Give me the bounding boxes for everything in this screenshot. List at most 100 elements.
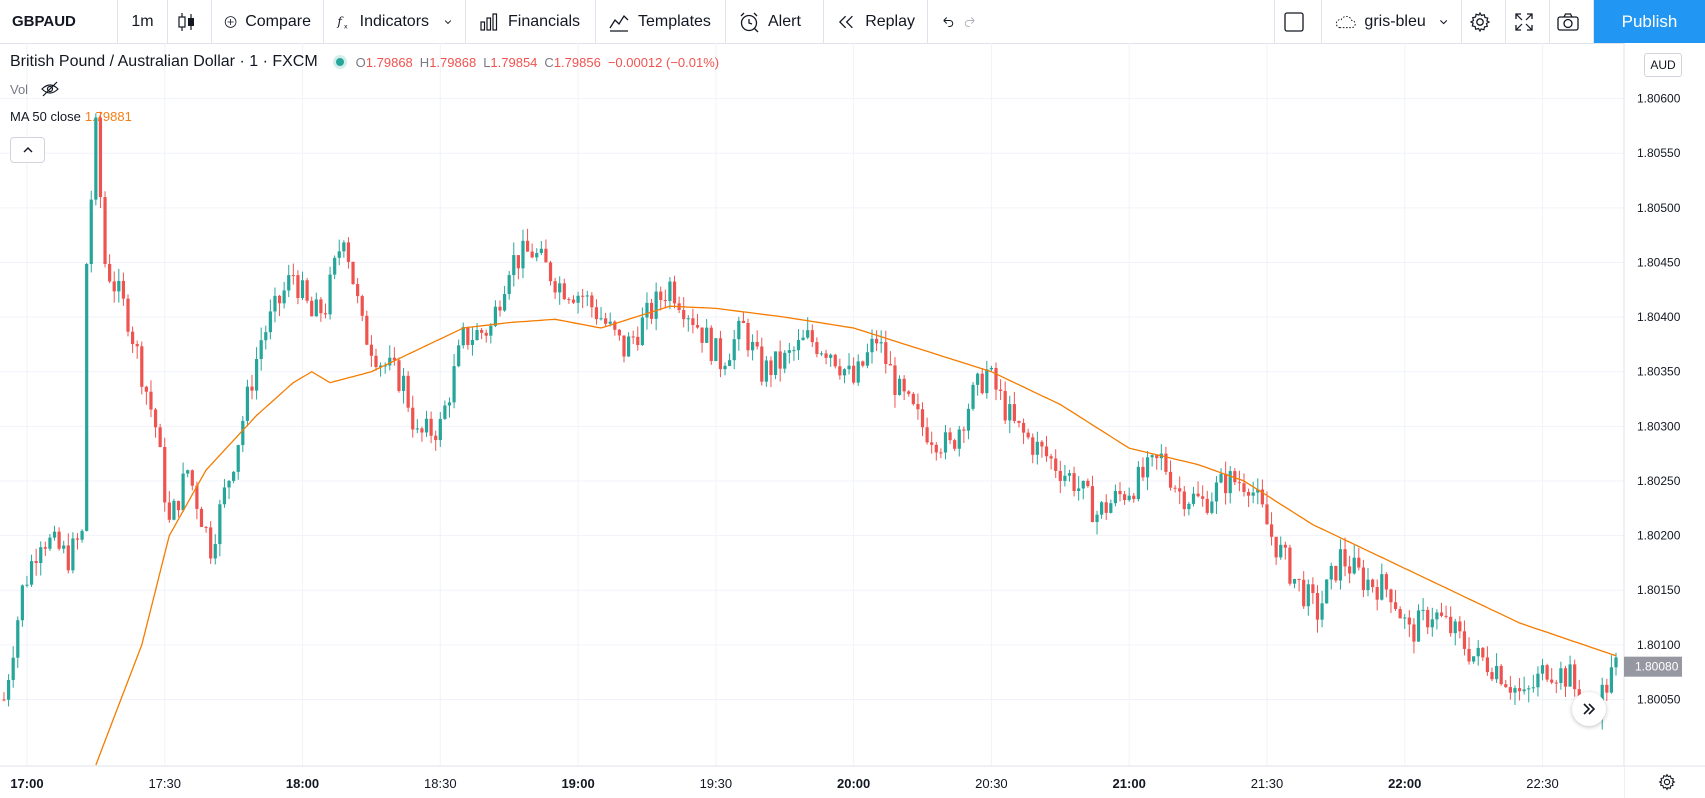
- price-axis[interactable]: 1.80600 1.80550 1.80500 1.80450 1.80400 1.803…: [1637, 92, 1681, 707]
- candle: [548, 260, 553, 286]
- candle: [1214, 476, 1219, 514]
- time-axis[interactable]: 17:00 17:30 18:00 18:30 19:00 19:30 20:00 20:30…: [10, 776, 1558, 791]
- candle-body: [585, 295, 589, 297]
- axis-settings-button[interactable]: [1652, 769, 1682, 795]
- candle-body: [378, 365, 383, 368]
- alert-button[interactable]: Alert: [726, 0, 824, 43]
- candle: [259, 327, 263, 371]
- legend-volume[interactable]: Vol: [10, 81, 60, 97]
- candle: [25, 575, 29, 588]
- candle: [1246, 488, 1251, 508]
- candle: [121, 272, 126, 306]
- candle: [2, 692, 6, 702]
- candle: [1150, 453, 1154, 467]
- candle: [778, 340, 782, 382]
- candle: [1366, 567, 1370, 597]
- candle-body: [567, 299, 571, 301]
- candle-body: [195, 485, 199, 509]
- candle-body: [172, 500, 176, 520]
- candle: [470, 327, 475, 356]
- candle-body: [1453, 621, 1457, 634]
- financials-button[interactable]: Financials: [466, 0, 596, 43]
- compare-button[interactable]: Compare: [212, 0, 324, 43]
- time-tick-label: 21:00: [1113, 776, 1146, 791]
- eye-off-icon[interactable]: [40, 81, 60, 97]
- candle-body: [1233, 471, 1237, 483]
- candle-body: [718, 338, 723, 370]
- candle: [943, 425, 948, 460]
- rewind-icon: [838, 15, 853, 28]
- candle-body: [71, 538, 75, 571]
- candle-body: [617, 329, 622, 336]
- settings-button[interactable]: [1462, 0, 1506, 43]
- redo-icon[interactable]: [963, 12, 978, 32]
- candle: [1201, 485, 1205, 507]
- select-layout-button[interactable]: [1274, 0, 1322, 43]
- candle-body: [135, 344, 139, 347]
- interval-button[interactable]: 1m: [118, 0, 168, 43]
- price-chart[interactable]: 1.80600 1.80550 1.80500 1.80450 1.80400 1.803…: [0, 43, 1705, 798]
- time-tick-label: 22:00: [1388, 776, 1421, 791]
- candle-body: [1380, 574, 1384, 600]
- candle: [296, 270, 300, 305]
- candle-body: [819, 353, 824, 355]
- candle: [934, 442, 938, 461]
- candle-body: [254, 359, 259, 391]
- replay-button[interactable]: Replay: [824, 0, 928, 43]
- candle: [1205, 490, 1209, 515]
- candle: [897, 375, 902, 396]
- legend-moving-average[interactable]: MA 50 close 1.79881: [10, 109, 132, 124]
- candle-body: [1155, 455, 1159, 459]
- layout-name-button[interactable]: gris-bleu: [1322, 0, 1462, 43]
- candle-body: [429, 418, 433, 436]
- legend-low-label: L: [483, 54, 491, 70]
- candle: [388, 345, 392, 371]
- last-price-tag: 1.80080: [1624, 656, 1682, 677]
- candle-body: [1279, 544, 1283, 558]
- candle-body: [1251, 492, 1255, 496]
- candle-body: [897, 378, 902, 396]
- templates-button[interactable]: Templates: [596, 0, 726, 43]
- legend-title[interactable]: British Pound / Australian Dollar · 1 · …: [10, 53, 318, 70]
- candle-body: [291, 275, 295, 277]
- candle-body: [1173, 487, 1177, 489]
- currency-button[interactable]: AUD: [1644, 53, 1682, 77]
- candle-body: [1384, 574, 1388, 590]
- candle: [957, 425, 961, 457]
- candle: [1421, 598, 1425, 621]
- candle-body: [1614, 657, 1618, 668]
- candle: [374, 348, 378, 371]
- symbol-search-button[interactable]: GBPAUD: [0, 0, 118, 43]
- candle: [1329, 562, 1333, 590]
- publish-button[interactable]: Publish: [1594, 0, 1705, 43]
- fullscreen-button[interactable]: [1506, 0, 1550, 43]
- candle-body: [916, 404, 920, 410]
- chart-type-button[interactable]: [168, 0, 212, 43]
- candle: [617, 328, 622, 341]
- candle: [1444, 605, 1448, 619]
- time-tick-label: 20:30: [975, 776, 1008, 791]
- time-tick-label: 21:30: [1251, 776, 1284, 791]
- candle-body: [52, 531, 57, 538]
- candle: [457, 339, 461, 368]
- candle: [553, 277, 557, 299]
- candle-body: [1311, 584, 1315, 594]
- candle-body: [1164, 453, 1168, 472]
- candle-body: [1182, 491, 1186, 510]
- undo-icon[interactable]: [940, 12, 955, 32]
- candle-body: [1067, 473, 1072, 476]
- candle-body: [1205, 498, 1209, 513]
- legend-collapse-button[interactable]: [10, 137, 45, 163]
- candle-body: [1462, 631, 1467, 649]
- candle-body: [85, 264, 89, 531]
- scroll-to-realtime-button[interactable]: [1572, 692, 1606, 726]
- candle: [861, 360, 865, 368]
- candle-body: [562, 283, 566, 300]
- candle: [622, 335, 626, 363]
- snapshot-button[interactable]: [1550, 0, 1594, 43]
- candle-body: [1168, 471, 1173, 488]
- candle: [1352, 545, 1356, 575]
- candle-body: [98, 117, 103, 198]
- chevron-up-icon: [23, 147, 32, 153]
